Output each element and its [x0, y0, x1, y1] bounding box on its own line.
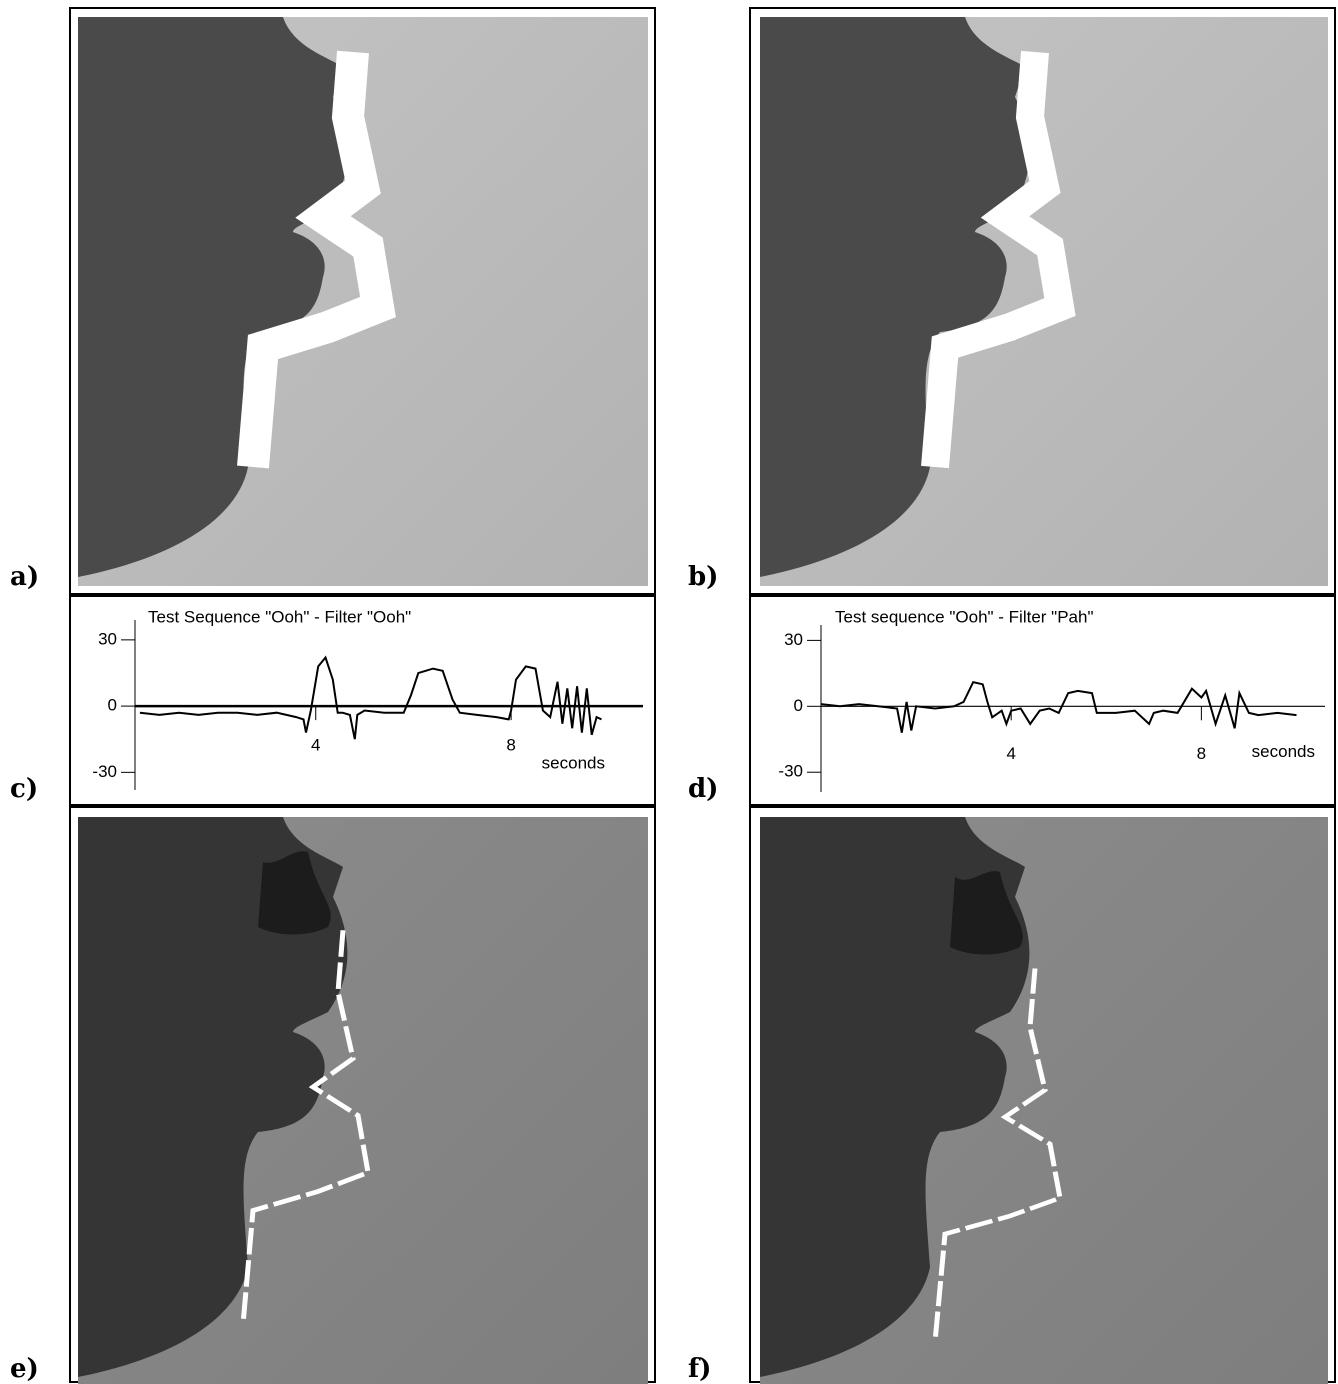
chart-title: Test Sequence "Ooh" - Filter "Ooh" — [148, 607, 411, 626]
panel-label: a) — [10, 562, 39, 592]
x-axis-label: seconds — [1252, 742, 1315, 761]
data-line — [821, 682, 1297, 733]
photo-e — [78, 817, 648, 1384]
y-tick-label: 0 — [794, 696, 803, 715]
data-line — [140, 658, 602, 740]
page: a) b) c) d) e) f) Test Sequence "Ooh" - … — [0, 0, 1338, 1384]
y-tick-label: 30 — [98, 629, 117, 648]
chart-title: Test sequence "Ooh" - Filter "Pah" — [835, 607, 1093, 626]
figure: a) b) c) d) e) f) Test Sequence "Ooh" - … — [0, 0, 1338, 1384]
panel-label: d) — [688, 774, 718, 804]
x-tick-label: 4 — [1006, 744, 1015, 763]
x-tick-label: 4 — [311, 736, 320, 755]
y-tick-label: 0 — [108, 696, 117, 715]
y-tick-label: -30 — [778, 762, 803, 781]
photo-b — [760, 17, 1328, 586]
panel-label: b) — [688, 562, 718, 592]
y-tick-label: -30 — [92, 762, 117, 781]
x-tick-label: 8 — [1197, 744, 1206, 763]
panel-label: f) — [688, 1354, 712, 1384]
panel-label: e) — [10, 1354, 39, 1384]
x-axis-label: seconds — [542, 754, 605, 773]
panel-label: c) — [10, 774, 38, 804]
photo-a — [78, 17, 648, 586]
y-tick-label: 30 — [784, 630, 803, 649]
x-tick-label: 8 — [506, 736, 515, 755]
photo-f — [760, 817, 1328, 1384]
